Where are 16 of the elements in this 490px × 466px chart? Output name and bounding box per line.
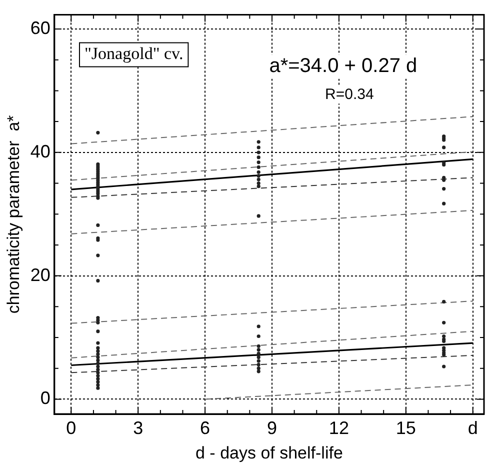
x-tick-label: 9 xyxy=(266,418,278,438)
annotation: a*=34.0 + 0.27 d xyxy=(269,55,418,78)
annotation: R=0.34 xyxy=(325,86,374,103)
y-tick-label: 40 xyxy=(30,141,50,162)
x-tick-label: 15 xyxy=(396,418,416,438)
y-tick-label: 0 xyxy=(40,388,50,408)
annotation: "Jonagold" cv. xyxy=(84,44,184,64)
x-axis-title: d - days of shelf-life xyxy=(196,443,343,462)
x-tick-label: 12 xyxy=(328,418,349,438)
x-tick-label: 3 xyxy=(133,418,144,438)
y-tick-label: 20 xyxy=(30,264,50,285)
x-tick-label: 0 xyxy=(66,418,76,438)
y-tick-label: 60 xyxy=(30,18,50,38)
y-axis-title: chromaticity parameter a* xyxy=(4,114,23,314)
x-tick-label: 6 xyxy=(200,418,210,438)
x-tick-label: d xyxy=(468,418,478,438)
